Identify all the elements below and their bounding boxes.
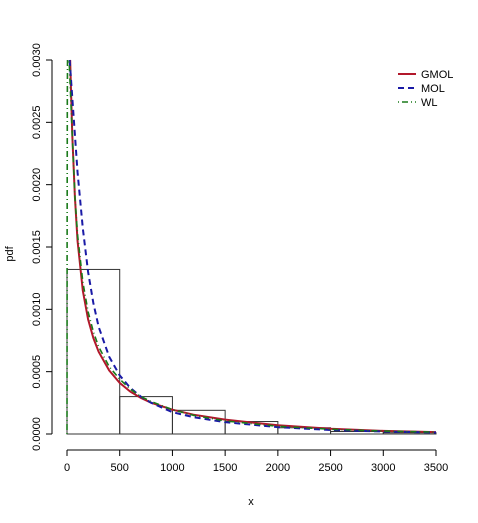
legend: GMOL MOL WL xyxy=(398,69,453,109)
x-axis-label: x xyxy=(248,496,254,508)
x-tick-label: 2500 xyxy=(318,462,342,474)
x-tick-label: 3500 xyxy=(424,462,448,474)
x-tick-label: 3000 xyxy=(371,462,395,474)
y-axis: 0.0000 0.0005 0.0010 0.0015 0.0020 0.0025 0.00… xyxy=(4,43,53,451)
y-tick-label: 0.0020 xyxy=(31,168,43,202)
x-tick-label: 1500 xyxy=(213,462,237,474)
x-tick-label: 0 xyxy=(64,462,70,474)
y-tick-label: 0.0010 xyxy=(31,293,43,327)
series-line-wl xyxy=(66,59,437,435)
y-tick-label: 0.0025 xyxy=(31,106,43,140)
series-line-gmol xyxy=(69,59,437,434)
y-tick-label: 0.0015 xyxy=(31,230,43,264)
x-tick-label: 1000 xyxy=(160,462,184,474)
x-tick-label: 2000 xyxy=(266,462,290,474)
y-tick-group: 0.0000 0.0005 0.0010 0.0015 0.0020 0.0025 0.00… xyxy=(31,43,52,451)
y-tick-label: 0.0005 xyxy=(31,355,43,389)
histogram-bar xyxy=(119,396,173,435)
y-tick-label: 0.0030 xyxy=(31,43,43,77)
histogram xyxy=(66,268,437,435)
legend-label-gmol: GMOL xyxy=(421,69,453,81)
y-tick-label: 0.0000 xyxy=(31,417,43,451)
legend-label-mol: MOL xyxy=(421,83,445,95)
x-tick-label: 500 xyxy=(111,462,129,474)
y-axis-label: pdf xyxy=(4,245,16,261)
legend-label-wl: WL xyxy=(421,97,438,109)
density-curves xyxy=(66,59,437,435)
x-axis: 0 500 1000 1500 2000 2500 3000 3500 x xyxy=(64,449,448,508)
x-tick-group: 0 500 1000 1500 2000 2500 3000 3500 xyxy=(64,450,448,474)
series-line-mol xyxy=(68,59,437,434)
histogram-bar xyxy=(66,268,121,435)
